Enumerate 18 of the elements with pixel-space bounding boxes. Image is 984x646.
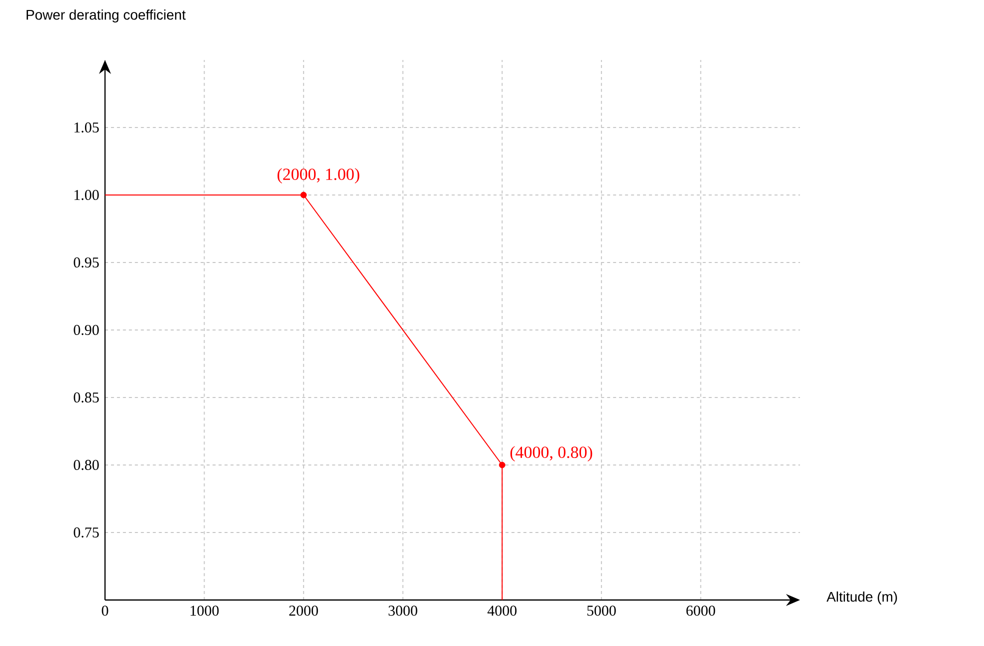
x-axis-title: Altitude (m) bbox=[826, 591, 897, 604]
y-tick-label: 0.90 bbox=[74, 324, 99, 336]
y-tick-label: 0.75 bbox=[74, 527, 99, 538]
annotation: (2000, 1.00) bbox=[278, 168, 360, 184]
y-tick-label: 0.85 bbox=[74, 392, 99, 403]
y-tick-label: 0.95 bbox=[74, 257, 99, 268]
y-tick-label: 1.05 bbox=[74, 122, 99, 133]
x-tick-label: 0 bbox=[102, 606, 108, 616]
y-axis-title: Power derating coefficient bbox=[26, 10, 186, 23]
y-tick-label: 0.80 bbox=[74, 460, 99, 470]
x-tick-label: 3000 bbox=[388, 606, 418, 616]
x-tick-label: 1000 bbox=[190, 606, 219, 616]
x-tick-label: 5000 bbox=[587, 606, 616, 616]
annotation: (4000, 0.80) bbox=[510, 446, 592, 462]
x-tick-label: 6000 bbox=[686, 606, 716, 616]
x-tick-label: 4000 bbox=[488, 606, 517, 616]
x-tick-label: 2000 bbox=[289, 606, 318, 616]
y-tick-label: 1.00 bbox=[74, 190, 99, 200]
